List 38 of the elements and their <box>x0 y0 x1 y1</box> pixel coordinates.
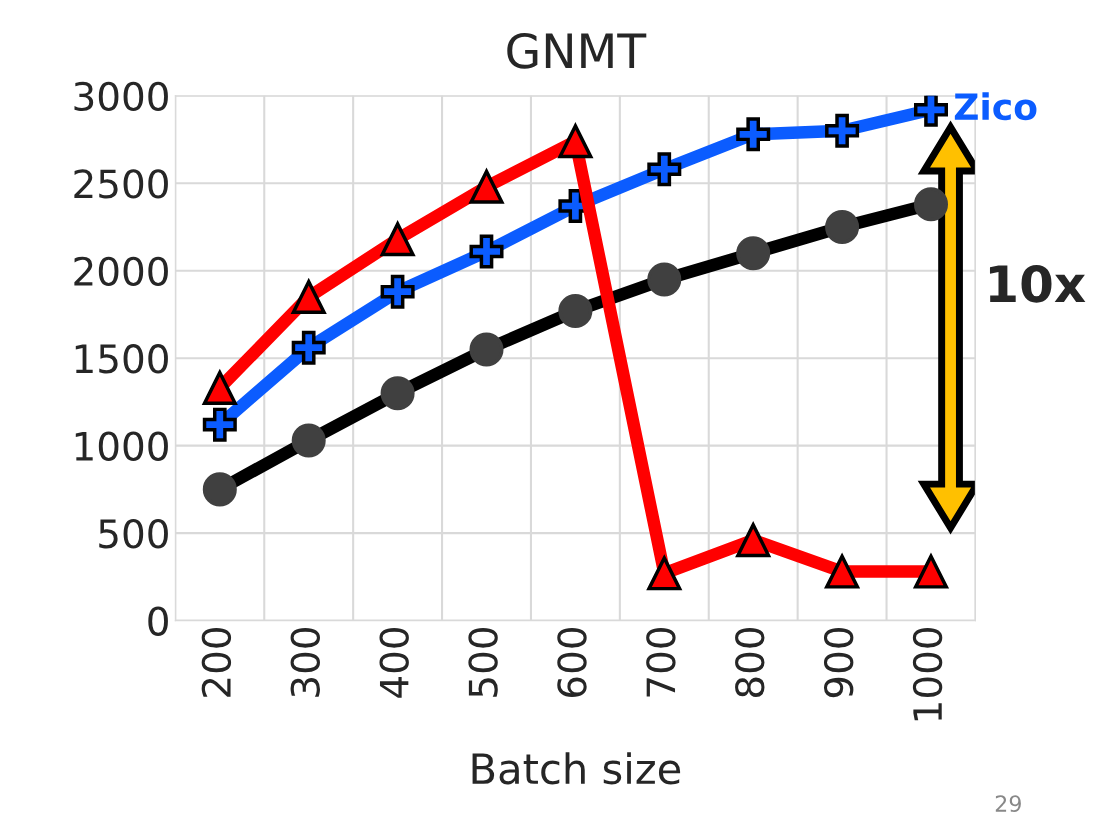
x-tick-label: 200 <box>201 628 232 697</box>
point <box>201 368 238 405</box>
y-tick-label: 1500 <box>75 344 168 374</box>
y-tick-label: 2500 <box>74 169 168 199</box>
point <box>824 552 860 589</box>
text: 29 <box>995 795 1021 813</box>
y-tick-label: 3000 <box>74 81 168 112</box>
x-tick-label: 400 <box>379 628 409 698</box>
chart-title: GNMT <box>507 32 647 69</box>
y-tick-label: 1000 <box>75 431 168 461</box>
x-tick-label: 600 <box>557 628 587 697</box>
point <box>291 330 326 365</box>
x-tick-label: 800 <box>735 628 765 698</box>
point <box>380 222 415 257</box>
x-tick-label: 900 <box>823 628 854 698</box>
x-tick-label: 700 <box>646 628 676 697</box>
series-label: Zico <box>954 92 1037 121</box>
point <box>202 407 237 442</box>
x-tick-label: 300 <box>290 628 320 697</box>
point <box>913 95 949 127</box>
point <box>647 556 682 591</box>
x-axis-title: Batch size <box>472 752 681 785</box>
y-tick-label: 500 <box>99 519 168 549</box>
x-tick-label: 1000 <box>912 628 943 721</box>
point <box>380 274 415 309</box>
y-tick-label: 2000 <box>74 256 168 287</box>
point <box>469 234 504 269</box>
x-tick-label: 500 <box>468 628 498 697</box>
point <box>558 124 593 159</box>
point <box>913 552 949 589</box>
point <box>736 523 771 558</box>
point <box>468 167 505 204</box>
point <box>736 117 771 152</box>
text: 10x <box>989 264 1086 303</box>
point <box>825 113 860 148</box>
y-tick-label: 0 <box>148 606 168 636</box>
point <box>291 279 326 314</box>
point <box>647 152 682 187</box>
